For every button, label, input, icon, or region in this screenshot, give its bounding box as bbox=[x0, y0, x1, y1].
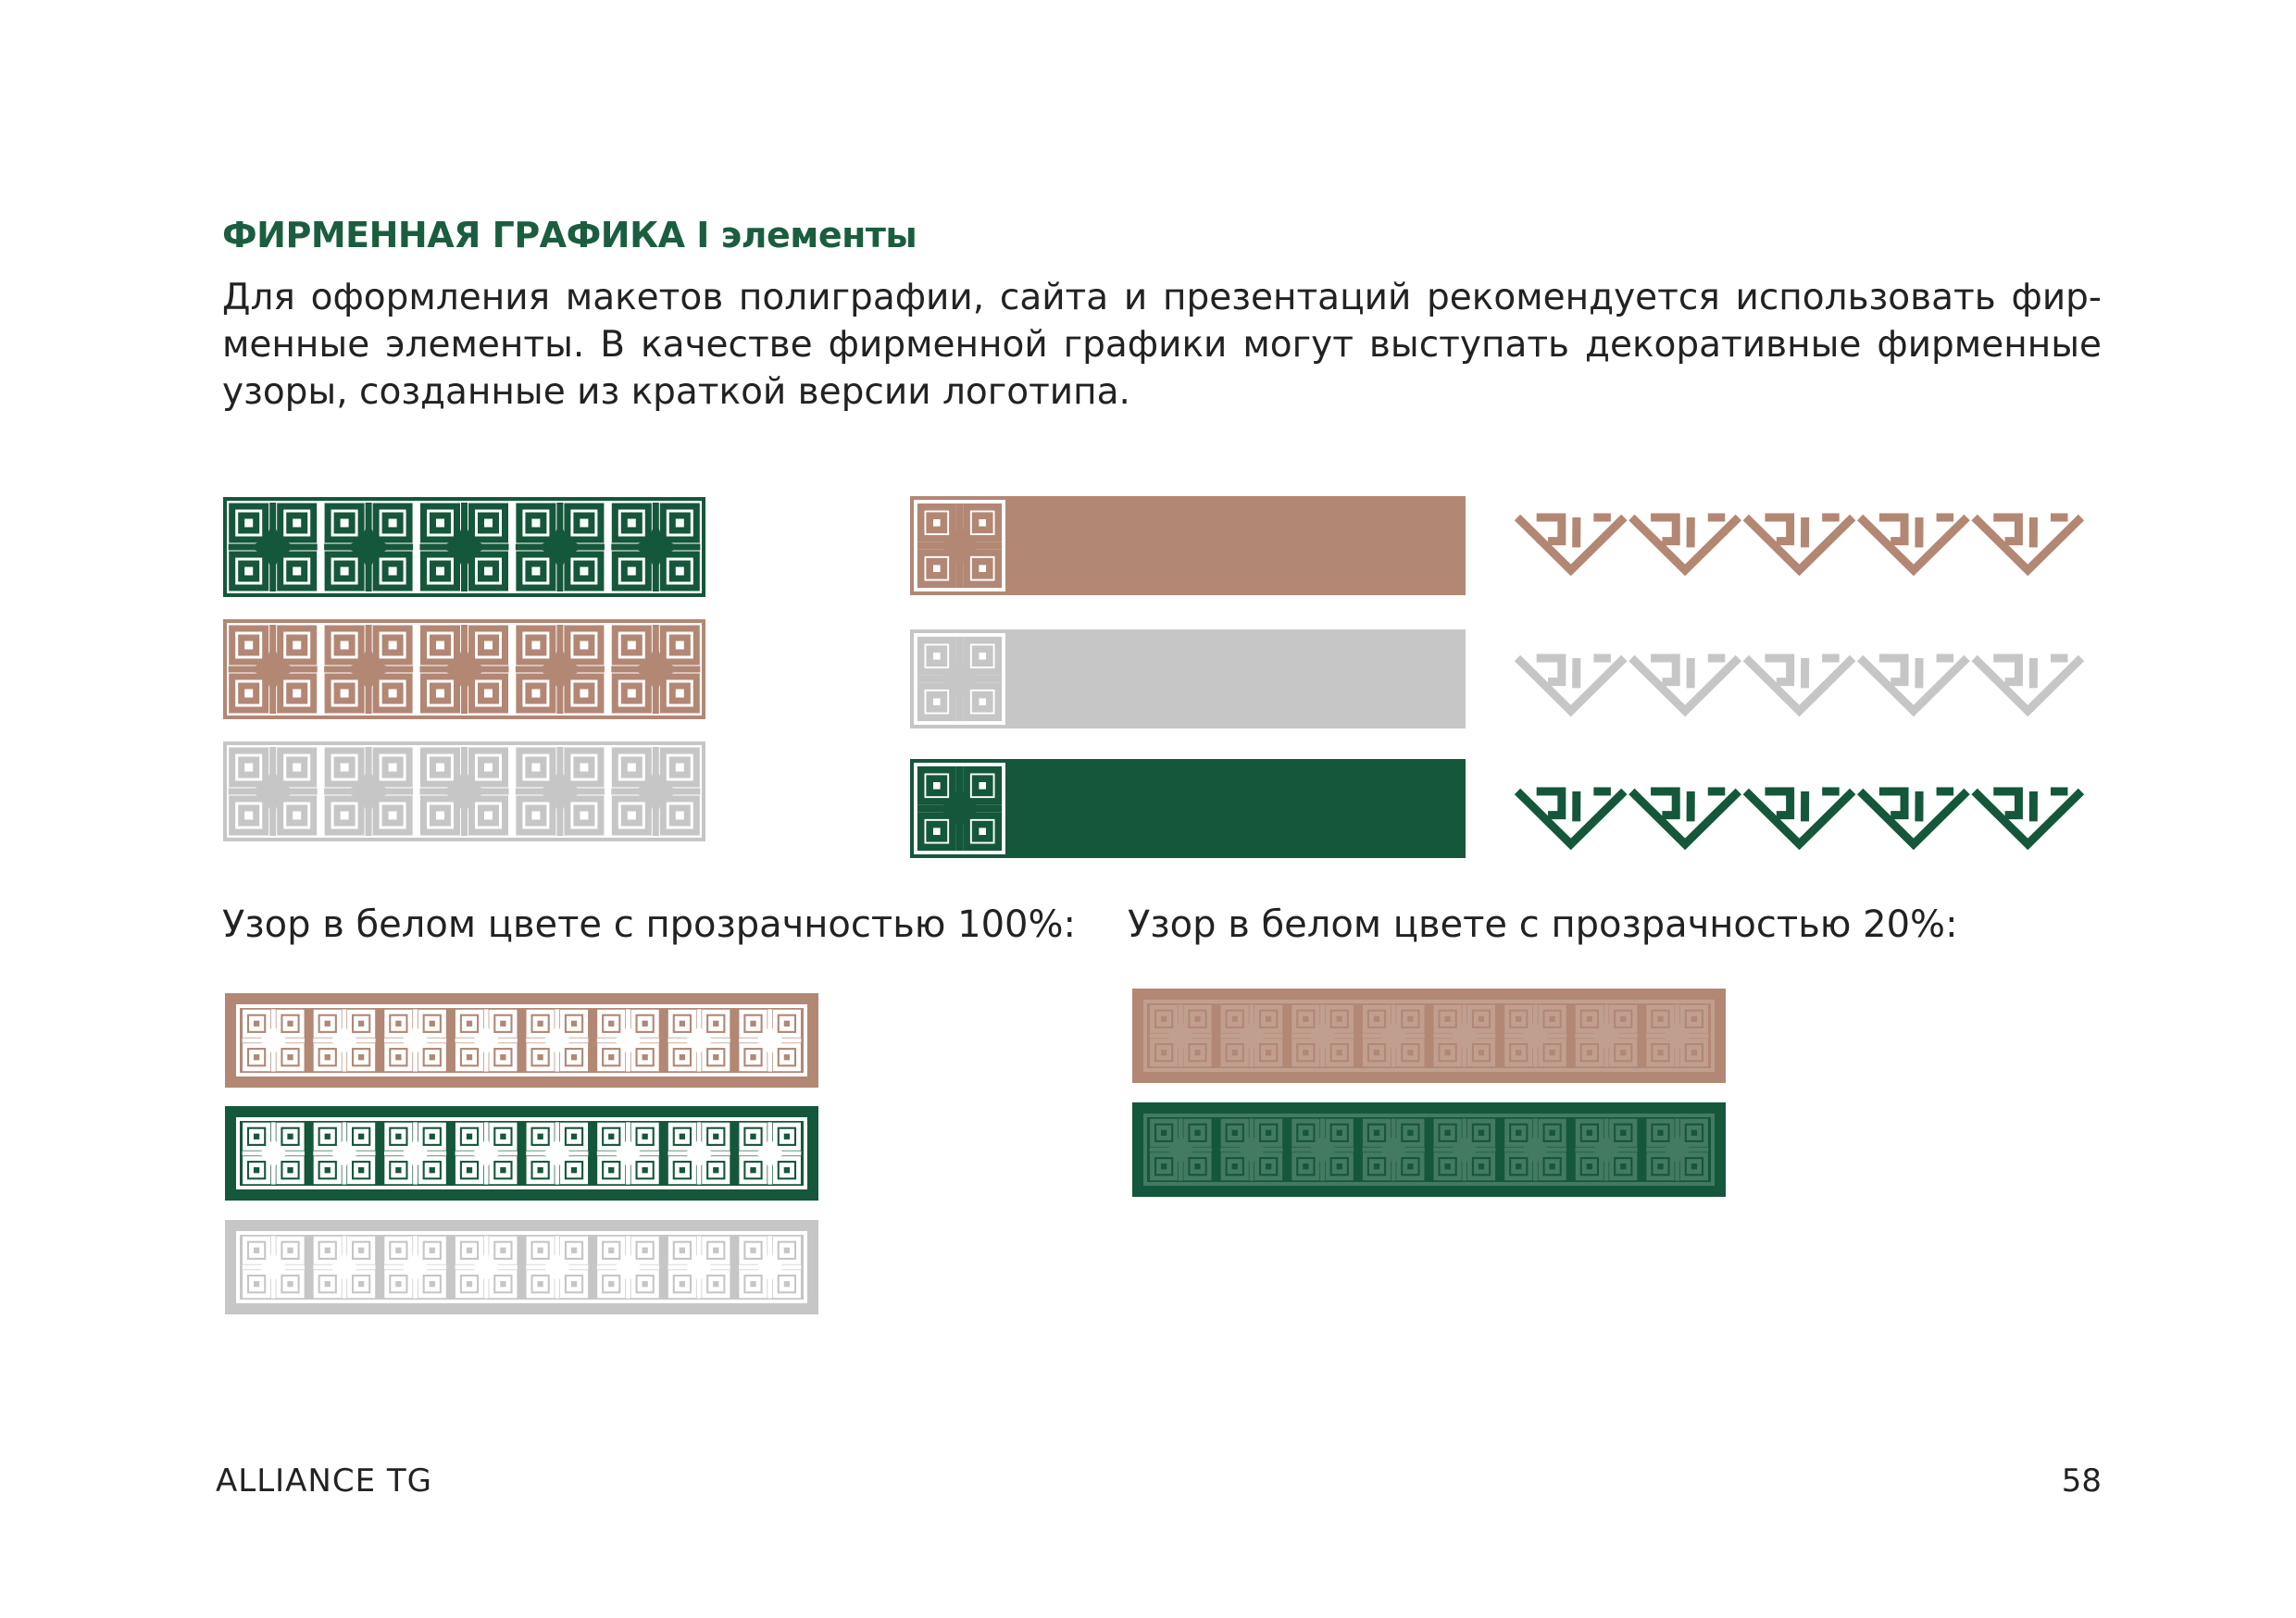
white-pattern-20-on-green bbox=[1132, 1102, 1726, 1197]
caption-opacity-20: Узор в белом цвете с прозрачностью 20%: bbox=[1128, 903, 1958, 946]
pattern-strip-green bbox=[223, 497, 705, 597]
pattern-strip-beige bbox=[223, 619, 705, 719]
tile-bar-beige bbox=[910, 496, 1466, 595]
intro-paragraph: Для оформления макетов полиграфии, сайта… bbox=[222, 277, 2102, 413]
zigzag-border-beige bbox=[1514, 513, 2085, 576]
white-pattern-100-on-gray bbox=[225, 1220, 818, 1314]
white-pattern-20-on-beige bbox=[1132, 989, 1726, 1083]
tile-bar-gray bbox=[910, 629, 1466, 728]
color-bar bbox=[1009, 759, 1466, 858]
white-pattern-100-on-green bbox=[225, 1106, 818, 1201]
pattern-background bbox=[1132, 989, 1726, 1083]
color-bar bbox=[1009, 496, 1466, 595]
zigzag-border-green bbox=[1514, 787, 2085, 850]
caption-opacity-100: Узор в белом цвете с прозрачностью 100%: bbox=[222, 903, 1076, 946]
pattern-background bbox=[1132, 1102, 1726, 1197]
zigzag-border-gray bbox=[1514, 653, 2085, 716]
page-title: ФИРМЕННАЯ ГРАФИКА I элементы bbox=[222, 215, 917, 255]
color-bar bbox=[1009, 629, 1466, 728]
tile-bar-green bbox=[910, 759, 1466, 858]
footer-brand: ALLIANCE TG bbox=[216, 1462, 433, 1500]
page-number: 58 bbox=[2061, 1462, 2102, 1500]
white-pattern-100-on-beige bbox=[225, 993, 818, 1088]
pattern-strip-gray bbox=[223, 741, 705, 841]
